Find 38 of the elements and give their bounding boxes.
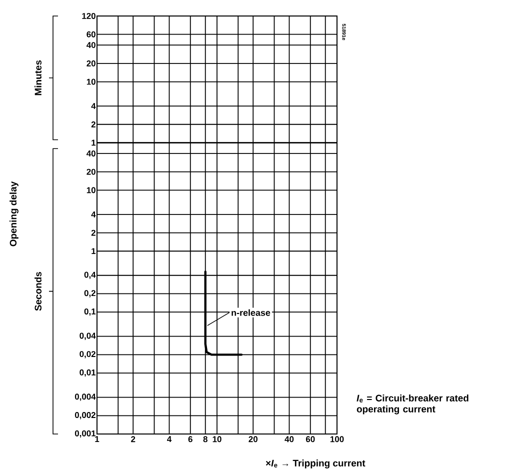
text: Seconds	[34, 272, 42, 311]
annotation: n-release	[232, 309, 270, 316]
y-tick-label: 120	[82, 12, 96, 19]
y-tick-label: 20	[86, 60, 96, 66]
x-tick-label: 20	[248, 436, 258, 442]
x-tick-label: 2	[131, 436, 136, 442]
y-tick-label: 2	[91, 230, 96, 236]
y-tick-label: 0,4	[84, 272, 96, 279]
y-tick-label: 10	[86, 187, 96, 194]
text: Minutes	[34, 60, 42, 96]
x-tick-label: 8	[203, 436, 208, 442]
y-tick-label: 2	[91, 121, 96, 128]
y-tick-label: 10	[86, 78, 96, 85]
y-tick-label: 60	[86, 31, 96, 38]
y-tick-label: 0,1	[84, 308, 96, 316]
x-tick-label: 6	[188, 436, 192, 442]
y-tick-label: 0,04	[80, 332, 96, 340]
y-tick-label: 0,001	[74, 430, 96, 438]
y-tick-label: 20	[86, 168, 96, 175]
text: I$_{e}$ = Circuit-breaker rated operating current	[356, 394, 468, 414]
y-tick-label: 1	[92, 140, 96, 146]
y-tick-label: 40	[86, 42, 96, 48]
x-axis-title: ×I$_{e}$ → Tripping current	[266, 460, 366, 468]
y-tick-label: 40	[86, 150, 96, 156]
y-tick-label: 0,02	[80, 351, 96, 358]
x-tick-label: 60	[306, 436, 315, 442]
x-tick-label: 10	[212, 436, 222, 442]
y-tick-label: 1	[92, 248, 96, 254]
y-tick-label: 0,002	[74, 412, 96, 420]
y-tick-label: 4	[91, 212, 96, 218]
y-tick-label: 4	[91, 103, 96, 109]
x-tick-label: 40	[284, 436, 294, 442]
y-tick-label: 0,01	[80, 369, 96, 377]
y-tick-label: 0,2	[84, 290, 96, 298]
x-tick-label: 4	[167, 436, 172, 442]
text: Opening delay	[10, 181, 18, 246]
y-tick-label: 0,004	[74, 394, 96, 401]
x-tick-label: 100	[330, 436, 344, 442]
